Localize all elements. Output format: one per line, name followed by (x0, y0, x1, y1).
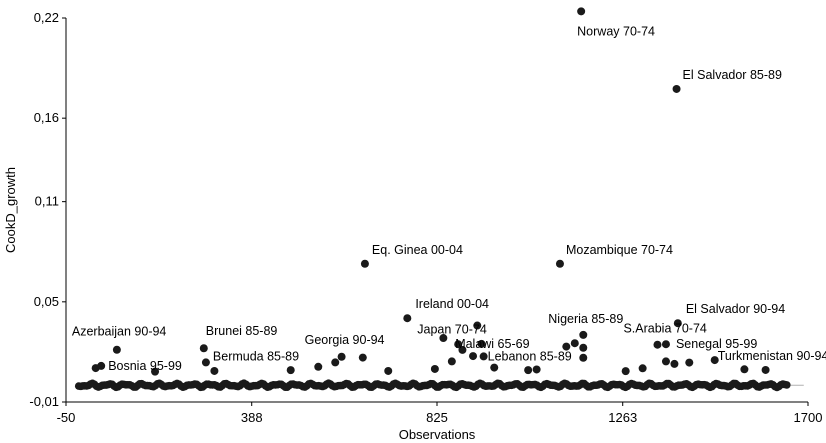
y-tick-label: 0,22 (34, 10, 59, 25)
y-tick-label: 0,05 (34, 294, 59, 309)
x-tick-label: -50 (57, 410, 76, 425)
data-point (384, 366, 393, 375)
point-annotation-label: Senegal 95-99 (676, 337, 757, 351)
highlighted-point (360, 259, 369, 268)
data-point (579, 353, 588, 362)
data-point (331, 358, 340, 367)
highlighted-point (112, 345, 121, 354)
point-annotation-label: Nigeria 85-89 (548, 312, 623, 326)
axes: -0,010,050,110,160,22 -50 388 825 1263 1700 … (3, 10, 822, 442)
point-annotation-label: El Salvador 90-94 (686, 302, 785, 316)
data-point (670, 359, 679, 368)
highlighted-point (97, 361, 106, 370)
x-tick-label: 1700 (794, 410, 823, 425)
highlighted-points (97, 7, 719, 370)
point-annotation-label: Bosnia 95-99 (108, 359, 182, 373)
data-point (532, 365, 541, 374)
data-point (661, 357, 670, 366)
y-axis-ticks: -0,01 0,05 0,11 0,16 0,22 (29, 10, 66, 409)
data-point (469, 352, 478, 361)
data-point (562, 342, 571, 351)
y-tick-label: 0,16 (34, 110, 59, 125)
point-annotation-label: Brunei 85-89 (206, 324, 278, 338)
data-point (151, 367, 160, 376)
y-tick-label: 0,11 (35, 194, 59, 209)
data-point (740, 365, 749, 374)
data-point (430, 364, 439, 373)
highlighted-point (479, 352, 488, 361)
data-point (358, 353, 367, 362)
data-point (477, 339, 486, 348)
x-axis-label: Observations (399, 427, 476, 442)
point-annotation-label: Malawi 65-69 (455, 337, 529, 351)
data-point (579, 343, 588, 352)
data-point (570, 339, 579, 348)
highlighted-point (579, 330, 588, 339)
point-annotation-label: Ireland 00-04 (415, 297, 489, 311)
point-annotation-label: S.Arabia 70-74 (623, 322, 706, 336)
x-axis-ticks: -50 388 825 1263 1700 (57, 402, 823, 425)
highlighted-point (403, 314, 412, 323)
other-points (91, 334, 770, 376)
data-point (210, 366, 219, 375)
highlighted-point (673, 319, 682, 328)
point-annotation-label: Azerbaijan 90-94 (72, 325, 167, 339)
baseline-point (783, 381, 791, 389)
y-axis-label: CookD_growth (3, 167, 18, 253)
highlighted-point (577, 7, 586, 16)
point-annotation-label: Eq. Ginea 00-04 (372, 243, 463, 257)
highlighted-point (199, 344, 208, 353)
data-point (621, 367, 630, 376)
data-point (439, 334, 448, 343)
data-point (458, 345, 467, 354)
point-annotation-label: Turkmenistan 90-94 (718, 349, 826, 363)
highlighted-point (710, 356, 719, 365)
highlighted-point (454, 340, 463, 349)
data-point (761, 365, 770, 374)
highlighted-point (555, 259, 564, 268)
highlighted-point (473, 321, 482, 330)
point-annotation-label: Mozambique 70-74 (566, 243, 673, 257)
data-point (286, 366, 295, 375)
x-tick-label: 388 (241, 410, 263, 425)
y-tick-label: -0,01 (29, 394, 59, 409)
highlighted-point (661, 340, 670, 349)
annotation-labels: Norway 70-74 El Salvador 85-89 Eq. Ginea 0… (72, 24, 826, 373)
point-annotation-label: Norway 70-74 (577, 24, 655, 38)
highlighted-point (201, 358, 210, 367)
data-point (524, 366, 533, 375)
data-point (685, 358, 694, 367)
data-point (490, 363, 499, 372)
highlighted-point (653, 340, 662, 349)
data-point (447, 357, 456, 366)
point-annotation-label: Bermuda 85-89 (213, 349, 299, 363)
baseline-points (74, 379, 791, 392)
point-annotation-label: Lebanon 85-89 (488, 349, 572, 363)
data-point (314, 362, 323, 371)
data-point (638, 364, 647, 373)
highlighted-point (337, 352, 346, 361)
x-tick-label: 825 (426, 410, 448, 425)
point-annotation-label: El Salvador 85-89 (683, 68, 782, 82)
highlighted-point (672, 84, 681, 93)
point-annotation-label: Japan 70-74 (417, 323, 487, 337)
point-annotation-label: Georgia 90-94 (305, 333, 385, 347)
x-tick-label: 1263 (608, 410, 637, 425)
